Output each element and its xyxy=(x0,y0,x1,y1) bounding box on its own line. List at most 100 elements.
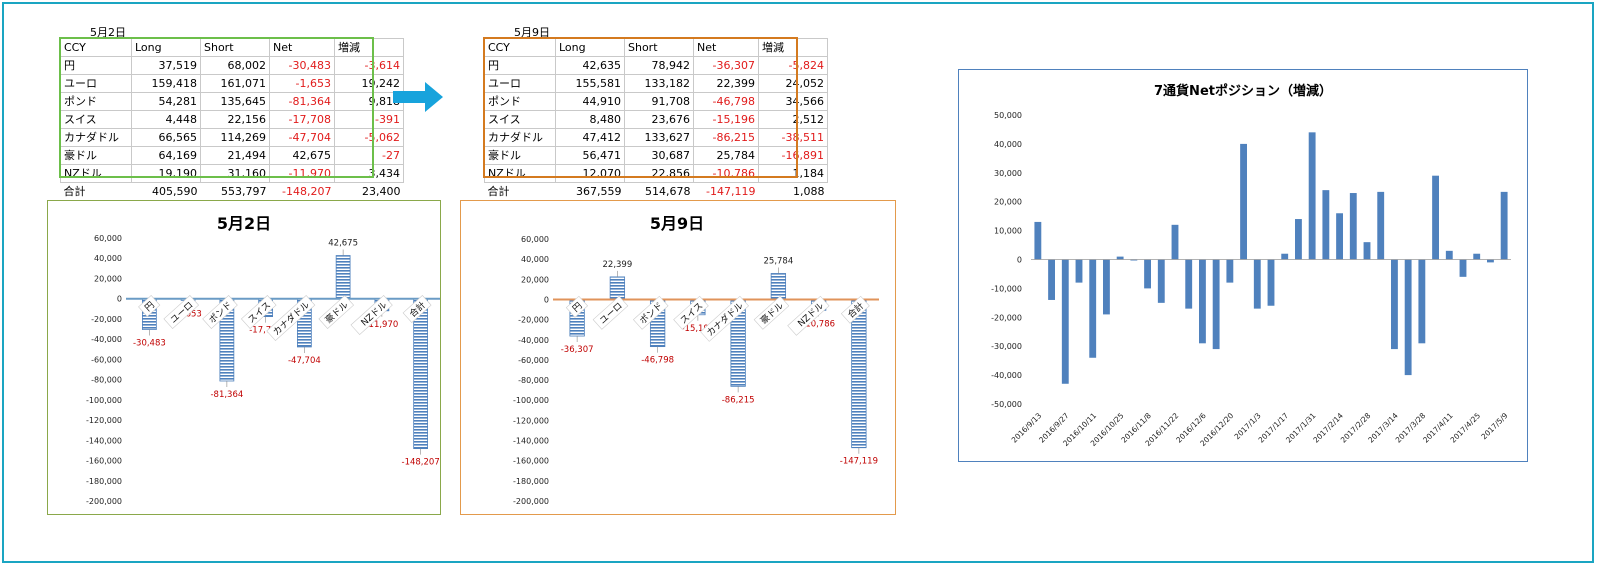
table-cell: -46,798 xyxy=(693,92,759,111)
y-tick-label: -100,000 xyxy=(86,396,122,405)
y-tick-label: -80,000 xyxy=(518,376,549,385)
bar xyxy=(1034,221,1042,260)
bar xyxy=(1075,259,1083,283)
column-header: Long xyxy=(131,38,201,57)
y-tick-label: -180,000 xyxy=(86,477,122,486)
table-row: ポンド 54,281 135,645 -81,364 9,818 xyxy=(60,92,404,111)
table-total-row: 合計 367,559 514,678 -147,119 1,088 xyxy=(485,183,828,201)
table-cell: 133,627 xyxy=(624,128,694,147)
table-cell: 155,581 xyxy=(555,74,625,93)
table-row: 円 42,635 78,942 -36,307 -5,824 xyxy=(484,56,828,75)
data-label: -10,786 xyxy=(802,319,835,329)
table-row: カナダドル 47,412 133,627 -86,215 -38,511 xyxy=(484,128,828,147)
y-tick-label: -40,000 xyxy=(991,371,1022,380)
y-tick-label: 20,000 xyxy=(994,198,1022,207)
table-row: ポンド 44,910 91,708 -46,798 34,566 xyxy=(484,92,828,111)
bar xyxy=(1432,175,1439,260)
table-cell: -3,614 xyxy=(334,56,404,75)
table-cell: -81,364 xyxy=(269,92,335,111)
y-tick-label: 20,000 xyxy=(521,275,549,284)
table-cell: 91,708 xyxy=(624,92,694,111)
y-tick-label: 60,000 xyxy=(94,234,122,243)
bar xyxy=(413,298,428,450)
table-row: 円 37,519 68,002 -30,483 -3,614 xyxy=(60,56,404,75)
table-cell: -30,483 xyxy=(269,56,335,75)
table-cell: カナダドル xyxy=(484,128,556,147)
category-label: 円 xyxy=(138,295,161,317)
table-cell: -1,653 xyxy=(269,74,335,93)
chart-panel-net-position: 7通貨Netポジション（増減） 50,000 40,000 30,000 20,000 1… xyxy=(958,69,1528,462)
y-tick-label: 40,000 xyxy=(521,255,549,264)
data-label: 42,675 xyxy=(328,239,358,249)
y-tick-label: -20,000 xyxy=(518,316,549,325)
data-label: -47,704 xyxy=(288,356,321,366)
column-header: Long xyxy=(555,38,625,57)
table-cell: 42,635 xyxy=(555,56,625,75)
bar xyxy=(1157,259,1165,303)
y-tick-label: 0 xyxy=(117,295,122,304)
y-tick-label: 30,000 xyxy=(994,169,1022,178)
bar xyxy=(1295,219,1302,260)
category-label: 円 xyxy=(565,295,589,318)
table-cell: -15,196 xyxy=(693,110,759,129)
chart-panel-may2: 5月2日 60,000 40,000 20,000 0 -20,000 -40,000 -60… xyxy=(47,200,441,515)
bar xyxy=(1418,259,1426,344)
data-label: -46,798 xyxy=(641,356,674,366)
y-tick-label: -50,000 xyxy=(991,400,1022,409)
bar xyxy=(1322,190,1330,260)
data-label: -11,970 xyxy=(365,320,398,330)
table-row: スイス 8,480 23,676 -15,196 2,512 xyxy=(484,110,828,129)
data-label: -86,215 xyxy=(722,395,755,405)
category-label: 豪ドル xyxy=(753,295,790,330)
category-label-box xyxy=(592,295,629,330)
y-tick-label: -140,000 xyxy=(86,436,122,445)
bar xyxy=(335,255,351,300)
bar xyxy=(1103,259,1110,315)
table-cell: 64,169 xyxy=(131,146,201,165)
bar xyxy=(1404,259,1412,376)
y-tick-label: -20,000 xyxy=(91,315,122,324)
bar xyxy=(1171,224,1179,260)
table-cell: 47,412 xyxy=(555,128,625,147)
column-header: 増減 xyxy=(334,38,404,57)
x-tick-label: 2017/5/9 xyxy=(1479,411,1509,441)
data-label: -17,708 xyxy=(249,326,282,336)
bar xyxy=(1500,191,1508,260)
column-header: CCY xyxy=(484,38,556,57)
table-row: カナダドル 66,565 114,269 -47,704 -5,062 xyxy=(60,128,404,147)
bar xyxy=(1267,259,1275,306)
bar xyxy=(1391,259,1398,350)
y-tick-label: -120,000 xyxy=(513,416,549,425)
data-label: -15,196 xyxy=(681,324,714,334)
table-cell: 4,448 xyxy=(131,110,201,129)
table-cell: 135,645 xyxy=(200,92,270,111)
table-cell: 66,565 xyxy=(131,128,201,147)
bar-chart-net-position-change: 7通貨Netポジション（増減） 50,000 40,000 30,000 20,000 1… xyxy=(991,83,1511,448)
bar xyxy=(1240,143,1247,260)
category-label-box xyxy=(787,295,830,336)
table-header-row: CCY Long Short Net 増減 xyxy=(60,38,404,57)
y-tick-label: -200,000 xyxy=(86,497,122,506)
table-cell: 133,182 xyxy=(624,74,694,93)
table-cell: 30,687 xyxy=(624,146,694,165)
table-cell: -86,215 xyxy=(693,128,759,147)
column-header: Short xyxy=(200,38,270,57)
chart-title: 5月9日 xyxy=(650,214,704,233)
data-label: -30,483 xyxy=(133,339,166,349)
table-cell: -17,708 xyxy=(269,110,335,129)
table-cell: NZドル xyxy=(484,164,556,183)
category-label-box xyxy=(840,295,870,324)
column-header: Net xyxy=(269,38,335,57)
column-header: Net xyxy=(693,38,759,57)
bar xyxy=(1089,259,1097,358)
bar xyxy=(1116,256,1124,260)
table-cell: 合計 xyxy=(487,184,510,198)
y-tick-label: -60,000 xyxy=(518,356,549,365)
data-label: 22,399 xyxy=(603,260,633,270)
table-cell: カナダドル xyxy=(60,128,132,147)
bar xyxy=(1226,259,1234,283)
table-cell: -47,704 xyxy=(269,128,335,147)
category-label: NZドル xyxy=(787,295,830,336)
category-label: ユーロ xyxy=(592,295,629,330)
